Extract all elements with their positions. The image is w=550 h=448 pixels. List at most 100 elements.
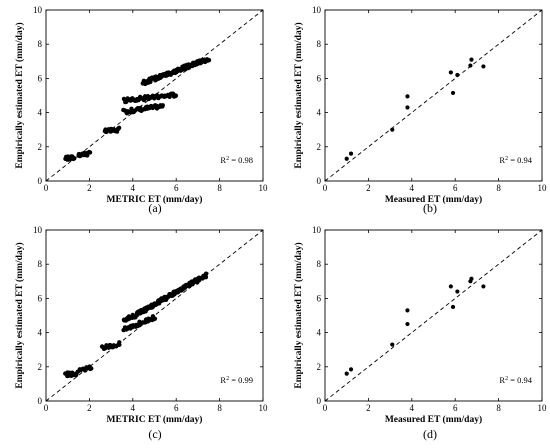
data-point	[481, 64, 486, 69]
y-tick-label: 2	[317, 362, 322, 372]
data-point	[72, 156, 77, 161]
x-tick-label: 10	[538, 183, 548, 193]
y-tick-label: 2	[38, 362, 43, 372]
y-tick-label: 10	[33, 225, 43, 235]
x-tick-label: 6	[453, 403, 458, 413]
data-point	[203, 274, 209, 280]
x-tick-label: 0	[323, 183, 328, 193]
data-point	[481, 284, 486, 289]
data-point	[448, 70, 453, 75]
panel-d: 0 2 4 6 8 10 0 2 4 6 8 10 R2 = 0.94 Measured ET (mm/d…	[293, 225, 547, 441]
x-tick-label: 8	[217, 183, 222, 193]
data-point	[129, 106, 134, 112]
plot-frame	[324, 9, 543, 182]
plot-frame	[45, 9, 264, 182]
x-axis-label: METRIC ET (mm/day)	[107, 414, 203, 425]
x-tick-label: 4	[131, 183, 136, 193]
data-point	[89, 366, 94, 371]
x-tick-label: 8	[496, 403, 501, 413]
data-point	[160, 104, 165, 109]
data-point	[455, 289, 460, 294]
x-tick-label: 10	[259, 403, 269, 413]
y-tick-label: 10	[312, 225, 322, 235]
data-point	[344, 156, 349, 161]
x-axis-label: METRIC ET (mm/day)	[107, 194, 203, 205]
x-tick-label: 0	[44, 403, 49, 413]
y-axis-label: Empirically estimated ET (mm/day)	[14, 242, 25, 388]
data-point	[450, 304, 456, 310]
y-tick-label: 4	[317, 328, 322, 338]
x-tick-label: 2	[87, 403, 92, 413]
panel-caption: (a)	[148, 201, 161, 215]
x-tick-label: 2	[366, 403, 371, 413]
y-tick-label: 0	[38, 396, 43, 406]
y-tick-label: 8	[38, 39, 43, 49]
r2-annotation: R2 = 0.94	[499, 375, 532, 385]
data-point	[206, 57, 212, 63]
y-tick-label: 0	[317, 396, 322, 406]
y-tick-label: 4	[38, 328, 43, 338]
y-tick-label: 10	[312, 5, 322, 15]
y-tick-label: 0	[317, 176, 322, 186]
y-tick-label: 2	[38, 142, 43, 152]
x-tick-label: 8	[496, 183, 501, 193]
y-axis-label: Empirically estimated ET (mm/day)	[14, 22, 25, 168]
y-tick-label: 4	[38, 108, 43, 118]
data-point	[450, 90, 456, 96]
data-point	[405, 308, 410, 313]
r2-annotation: R2 = 0.94	[499, 155, 532, 165]
y-tick-label: 6	[38, 73, 43, 83]
data-point	[348, 367, 354, 372]
y-tick-label: 8	[38, 259, 43, 269]
x-tick-label: 6	[174, 183, 179, 193]
panel-a: 0 2 4 6 8 10 0 2 4 6 8 10 R2 = 0.98 METRIC ET (mm/day…	[14, 5, 268, 215]
data-point	[455, 72, 460, 78]
data-point	[344, 371, 349, 376]
plot-frame	[324, 229, 543, 402]
data-point	[203, 271, 209, 276]
data-point	[448, 284, 453, 289]
y-tick-label: 8	[317, 259, 322, 269]
data-point	[469, 57, 474, 62]
x-tick-label: 10	[538, 403, 548, 413]
data-point	[469, 276, 474, 281]
x-tick-label: 0	[323, 403, 328, 413]
data-point	[87, 150, 93, 155]
panel-caption: (c)	[148, 427, 161, 441]
x-tick-label: 10	[259, 183, 269, 193]
data-point	[390, 342, 395, 347]
y-tick-label: 6	[38, 293, 43, 303]
y-tick-label: 10	[33, 5, 43, 15]
x-tick-label: 4	[131, 403, 136, 413]
x-tick-label: 2	[87, 183, 92, 193]
data-point	[468, 63, 473, 68]
panel-c: 0 2 4 6 8 10 0 2 4 6 8 10 R2 = 0.99 METRIC ET (mm/day…	[14, 225, 268, 441]
data-point	[152, 316, 158, 321]
plot-frame	[45, 229, 264, 402]
x-tick-label: 4	[410, 403, 415, 413]
y-tick-label: 2	[317, 142, 322, 152]
data-point	[390, 127, 395, 132]
x-tick-label: 0	[44, 183, 49, 193]
x-tick-label: 6	[174, 403, 179, 413]
x-axis-label: Measured ET (mm/day)	[385, 414, 482, 425]
panel-b: 0 2 4 6 8 10 0 2 4 6 8 10 R2 = 0.94 Measured ET (mm/d…	[293, 5, 547, 215]
y-tick-label: 0	[38, 176, 43, 186]
x-tick-label: 2	[366, 183, 371, 193]
x-axis-label: Measured ET (mm/day)	[385, 194, 482, 205]
y-tick-label: 6	[317, 73, 322, 83]
y-tick-label: 6	[317, 293, 322, 303]
x-tick-label: 6	[453, 183, 458, 193]
x-tick-label: 8	[217, 403, 222, 413]
data-point	[405, 321, 410, 327]
panel-caption: (b)	[423, 201, 437, 215]
data-point	[405, 94, 410, 99]
x-tick-label: 4	[410, 183, 415, 193]
panel-caption: (d)	[423, 427, 437, 441]
y-axis-label: Empirically estimated ET (mm/day)	[293, 242, 304, 388]
data-point	[117, 340, 122, 345]
r2-annotation: R2 = 0.99	[220, 375, 253, 385]
y-axis-label: Empirically estimated ET (mm/day)	[293, 22, 304, 168]
y-tick-label: 8	[317, 39, 322, 49]
